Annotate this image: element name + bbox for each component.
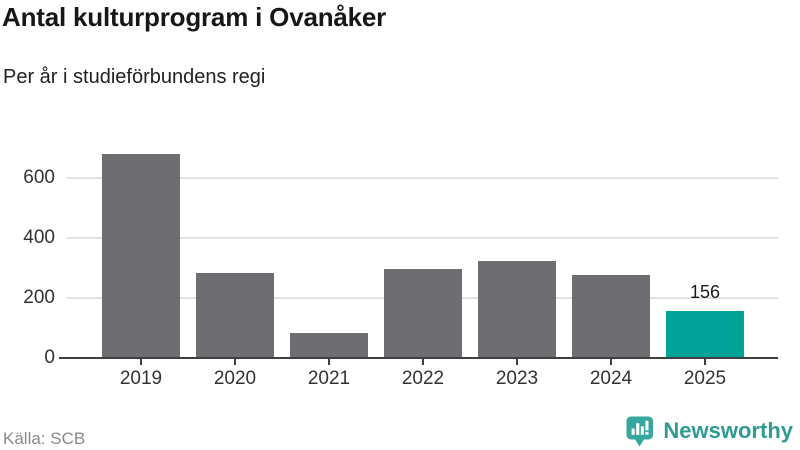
x-axis-tick: [234, 359, 236, 365]
newsworthy-logo: Newsworthy: [626, 415, 793, 447]
bar-2019: [102, 154, 180, 358]
x-axis-tick: [422, 359, 424, 365]
x-axis-tick-label: 2024: [589, 368, 633, 389]
y-axis-tick-label: 600: [23, 167, 55, 188]
x-axis-tick-label: 2021: [307, 368, 351, 389]
x-axis-tick: [140, 359, 142, 365]
x-axis-tick: [704, 359, 706, 365]
bar-2020: [196, 273, 274, 358]
x-axis-tick: [610, 359, 612, 365]
gridline: [67, 237, 778, 239]
newsworthy-wordmark: Newsworthy: [663, 418, 793, 443]
x-axis-tick: [516, 359, 518, 365]
bar-value-label: 156: [689, 282, 721, 302]
x-axis-tick-label: 2025: [683, 368, 727, 389]
y-axis-tick-label: 0: [44, 347, 55, 368]
bar-2024: [572, 275, 650, 358]
bar-2023: [478, 261, 556, 358]
x-axis-tick-label: 2022: [401, 368, 445, 389]
bar-2025: [666, 311, 744, 358]
newsworthy-speech-bubble-chart-icon: [626, 416, 654, 447]
x-axis-tick: [328, 359, 330, 365]
chart-subtitle: Per år i studieförbundens regi: [3, 66, 266, 88]
y-axis-tick-label: 400: [23, 227, 55, 248]
gridline: [67, 177, 778, 179]
x-axis-tick-label: 2020: [213, 368, 257, 389]
x-axis-line: [59, 357, 778, 359]
chart-title: Antal kulturprogram i Ovanåker: [2, 2, 387, 32]
bar-2022: [384, 269, 462, 358]
x-axis-tick-label: 2023: [495, 368, 539, 389]
x-axis-tick-label: 2019: [119, 368, 163, 389]
bar-2021: [290, 333, 368, 358]
source-label: Källa: SCB: [3, 429, 86, 448]
y-axis-tick-label: 200: [23, 287, 55, 308]
